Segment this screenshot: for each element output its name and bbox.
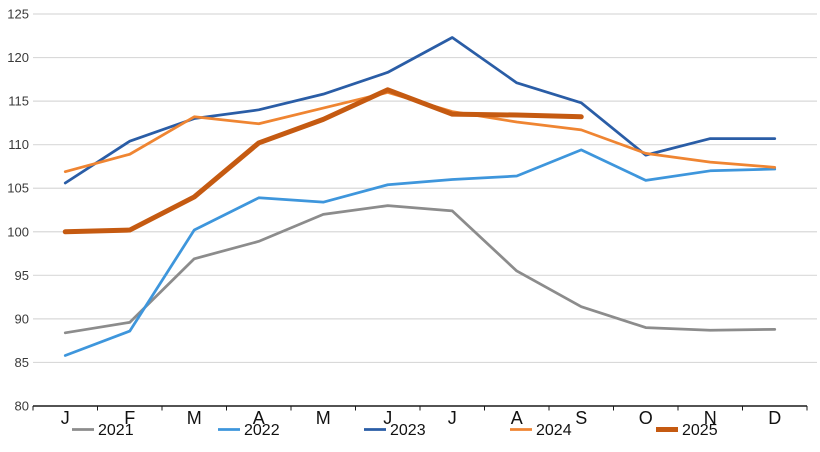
y-axis-tick-label: 105 [7, 181, 29, 196]
gridlines [33, 13, 817, 364]
x-axis-month-label: S [575, 408, 587, 428]
series-line-2025 [62, 87, 584, 235]
x-axis-month-label: M [316, 408, 331, 428]
y-axis-tick-label: 90 [15, 311, 29, 326]
series-line-2021 [63, 204, 777, 335]
x-axis-month-label: J [448, 408, 457, 428]
y-axis-tick-label: 95 [15, 268, 29, 283]
y-axis-tick-label: 120 [7, 50, 29, 65]
series-line-2022 [63, 148, 777, 357]
x-axis-month-label: A [511, 408, 523, 428]
legend: 2021 2022 2023 2024 2025 [72, 422, 718, 439]
y-axis-tick-label: 115 [8, 94, 29, 109]
y-axis-tick-label: 110 [8, 137, 29, 152]
y-axis-tick-label: 100 [7, 224, 29, 239]
x-axis [32, 405, 808, 411]
y-axis-tick-label: 125 [7, 7, 29, 22]
x-axis-month-label: M [187, 408, 202, 428]
y-axis-tick-label: 80 [15, 399, 29, 414]
y-axis-labels: 80 85 90 95 100 105 110 115 120 125 [7, 7, 29, 414]
x-axis-month-label: A [253, 408, 265, 428]
series-line-2023 [63, 36, 777, 185]
x-axis-month-label: D [768, 408, 781, 428]
legend-label-2024: 2024 [536, 422, 572, 439]
series-lines [62, 36, 777, 357]
legend-label-2025: 2025 [682, 422, 718, 439]
x-axis-month-label: N [704, 408, 717, 428]
x-axis-month-label: J [61, 408, 70, 428]
x-axis-month-label: J [383, 408, 392, 428]
y-axis-tick-label: 85 [15, 355, 29, 370]
legend-label-2022: 2022 [244, 422, 280, 439]
legend-label-2023: 2023 [390, 422, 426, 439]
x-axis-month-label: F [124, 408, 135, 428]
legend-label-2021: 2021 [98, 422, 134, 439]
x-axis-month-label: O [639, 408, 653, 428]
